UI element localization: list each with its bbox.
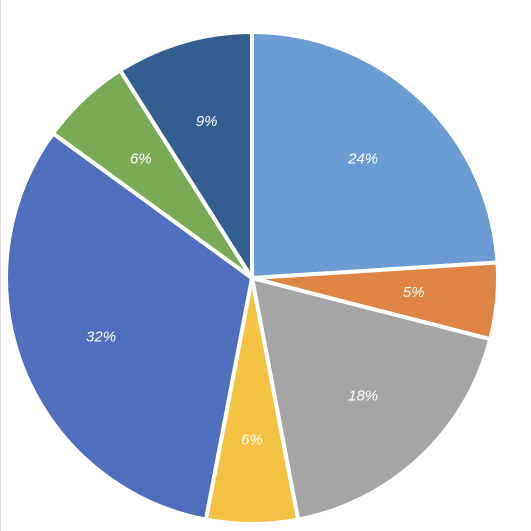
pie-slices bbox=[4, 29, 500, 526]
pie-slice-1 bbox=[250, 29, 500, 281]
pie-slice-3 bbox=[249, 275, 493, 522]
pie-data-label-4: 6% bbox=[241, 431, 263, 448]
pie-slice-7 bbox=[117, 29, 254, 285]
pie-data-label-2: 5% bbox=[403, 284, 425, 301]
pie-data-labels: 24% 5% 18% 6% 32% 6% 9% bbox=[86, 113, 424, 448]
pie-data-label-5: 32% bbox=[86, 329, 116, 346]
pie-data-label-7: 9% bbox=[196, 113, 218, 130]
pie-data-label-6: 6% bbox=[130, 151, 152, 168]
pie-data-label-3: 18% bbox=[348, 387, 378, 404]
pie-slice-5 bbox=[4, 130, 255, 522]
pie-data-label-1: 24% bbox=[347, 151, 378, 168]
